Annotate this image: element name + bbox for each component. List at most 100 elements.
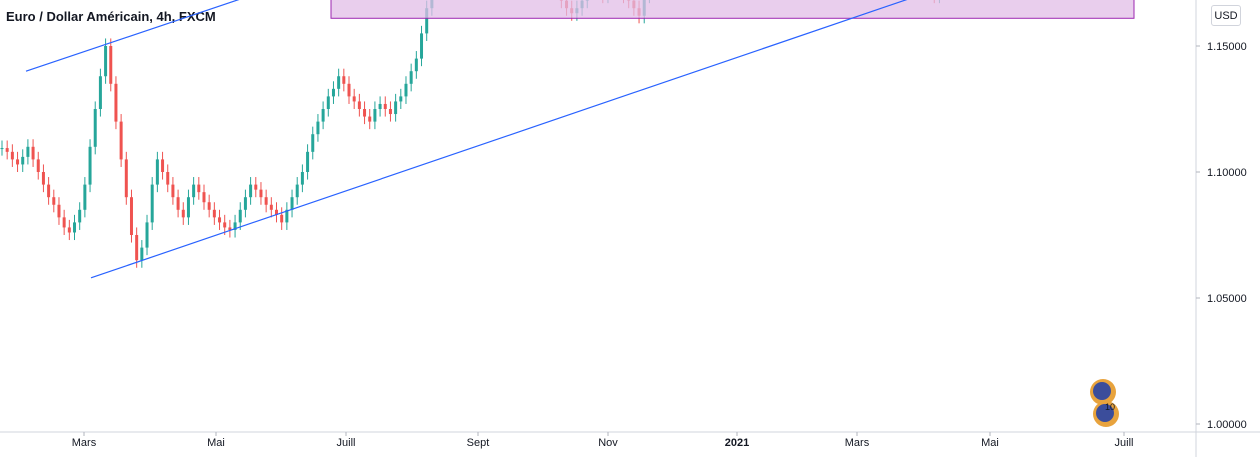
candle-body xyxy=(161,159,165,172)
candle-body xyxy=(98,76,102,109)
candle-body xyxy=(316,121,320,135)
candle-body xyxy=(10,151,14,160)
candle-body xyxy=(363,109,367,117)
candle-body xyxy=(104,46,108,77)
candle-body xyxy=(41,172,45,185)
candle-body xyxy=(285,209,289,223)
candle-body xyxy=(399,96,403,102)
candle-body xyxy=(186,197,190,218)
candle-body xyxy=(202,192,206,203)
candle-body xyxy=(352,96,356,102)
candle-body xyxy=(378,103,382,109)
candle-body xyxy=(109,46,113,84)
price-tick-label: 1.00000 xyxy=(1207,419,1247,431)
candle-body xyxy=(57,204,61,218)
channel-lower-line xyxy=(90,0,908,279)
candle-body xyxy=(269,204,273,210)
candle-body xyxy=(228,227,232,230)
candle-body xyxy=(47,184,51,198)
candle-body xyxy=(52,197,56,205)
candle-body xyxy=(280,214,284,223)
time-tick-label: Mai xyxy=(981,437,999,449)
price-tick-label: 1.05000 xyxy=(1207,293,1247,305)
candle-body xyxy=(135,235,139,261)
time-tick-label: Juill xyxy=(1115,437,1134,449)
support-zone-rect xyxy=(330,0,1135,19)
candle-body xyxy=(88,146,92,185)
candle-body xyxy=(155,159,159,185)
candle-body xyxy=(383,103,387,109)
candle-body xyxy=(414,58,418,72)
candle-body xyxy=(212,209,216,218)
time-tick-label: Mars xyxy=(72,437,97,449)
candle-body xyxy=(31,146,35,160)
euro-coin-logo-icon: 10 xyxy=(1090,379,1119,427)
candle-body xyxy=(337,76,341,89)
time-tick-label: 2021 xyxy=(725,437,749,449)
coin-bottom-inner xyxy=(1096,404,1114,422)
candle-body xyxy=(73,222,77,233)
candle-body xyxy=(83,184,87,210)
candle-body xyxy=(254,184,258,190)
time-tick-label: Mai xyxy=(207,437,225,449)
coin-top-inner xyxy=(1093,382,1111,400)
candle-body xyxy=(129,197,133,235)
candle-body xyxy=(26,146,30,157)
candle-body xyxy=(62,217,66,228)
time-tick-label: Sept xyxy=(467,437,490,449)
candle-body xyxy=(181,209,185,218)
candle-body xyxy=(243,197,247,210)
price-tick-label: 1.10000 xyxy=(1207,167,1247,179)
candle-body xyxy=(331,88,335,97)
candle-body xyxy=(0,148,4,150)
candle-body xyxy=(300,172,304,185)
time-tick-label: Juill xyxy=(337,437,356,449)
candle-body xyxy=(249,184,253,198)
time-tick-label: Mars xyxy=(845,437,870,449)
candle-body xyxy=(93,109,97,147)
candle-body xyxy=(342,76,346,84)
candle-body xyxy=(223,222,227,228)
candle-body xyxy=(21,156,25,165)
candle-body xyxy=(124,159,128,198)
candle-body xyxy=(238,209,242,223)
candle-body xyxy=(295,184,299,198)
candle-body xyxy=(394,101,398,115)
chart-title: Euro / Dollar Américain, 4h, FXCM xyxy=(6,9,216,24)
candle-body xyxy=(171,184,175,198)
candle-body xyxy=(233,222,237,230)
candle-body xyxy=(119,121,123,160)
channel-upper-line xyxy=(25,0,240,72)
logo-badge-text: 10 xyxy=(1105,402,1115,412)
candle-body xyxy=(16,159,20,165)
candle-body xyxy=(373,109,377,122)
candle-body xyxy=(207,202,211,210)
candle-body xyxy=(357,101,361,109)
candle-body xyxy=(150,184,154,223)
candle-body xyxy=(78,209,82,223)
candle-body xyxy=(404,83,408,97)
candle-body xyxy=(388,109,392,115)
candle-body xyxy=(114,83,118,122)
candle-body xyxy=(145,222,149,248)
candle-body xyxy=(218,217,222,223)
candle-series xyxy=(0,0,940,268)
drawing-overlays xyxy=(25,0,1135,279)
candle-body xyxy=(192,184,196,198)
candle-body xyxy=(409,71,413,84)
candle-body xyxy=(275,209,278,215)
candle-body xyxy=(326,96,330,109)
candle-body xyxy=(321,109,325,122)
candle-body xyxy=(5,148,9,152)
candle-body xyxy=(176,197,180,210)
price-tick-label: 1.15000 xyxy=(1207,41,1247,53)
candle-body xyxy=(197,184,201,193)
candle-body xyxy=(140,247,144,261)
candle-body xyxy=(259,189,263,198)
candle-body xyxy=(420,33,424,59)
candle-body xyxy=(347,83,351,97)
currency-button[interactable]: USD xyxy=(1211,5,1241,26)
